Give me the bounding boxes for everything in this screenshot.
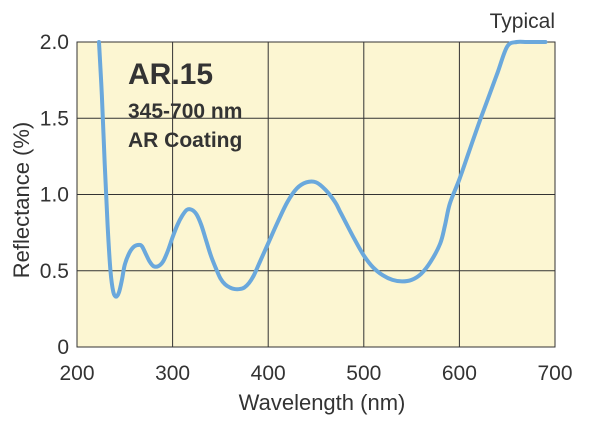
chart-title: AR.15 xyxy=(128,58,213,91)
tick-labels: 200 300 400 500 600 700 0 0.5 1.0 1.5 2.0 xyxy=(40,31,573,385)
y-tick-label: 0 xyxy=(57,336,69,359)
wavelength-range-label: 345-700 nm xyxy=(128,100,242,123)
x-tick-label: 700 xyxy=(537,362,572,385)
x-tick-label: 500 xyxy=(346,362,381,385)
reflectance-curve xyxy=(96,39,548,299)
x-tick-label: 300 xyxy=(155,362,190,385)
x-axis-title: Wavelength (nm) xyxy=(239,390,406,415)
y-tick-label: 1.5 xyxy=(40,107,69,130)
y-axis-title: Reflectance (%) xyxy=(9,122,34,279)
typical-note: Typical xyxy=(490,10,555,33)
x-tick-label: 600 xyxy=(442,362,477,385)
y-tick-label: 1.0 xyxy=(40,184,69,207)
grid-lines xyxy=(77,42,555,347)
x-tick-label: 200 xyxy=(59,362,94,385)
y-tick-label: 0.5 xyxy=(40,260,69,283)
y-tick-label: 2.0 xyxy=(40,31,69,54)
x-tick-label: 400 xyxy=(251,362,286,385)
coating-label: AR Coating xyxy=(128,129,242,152)
